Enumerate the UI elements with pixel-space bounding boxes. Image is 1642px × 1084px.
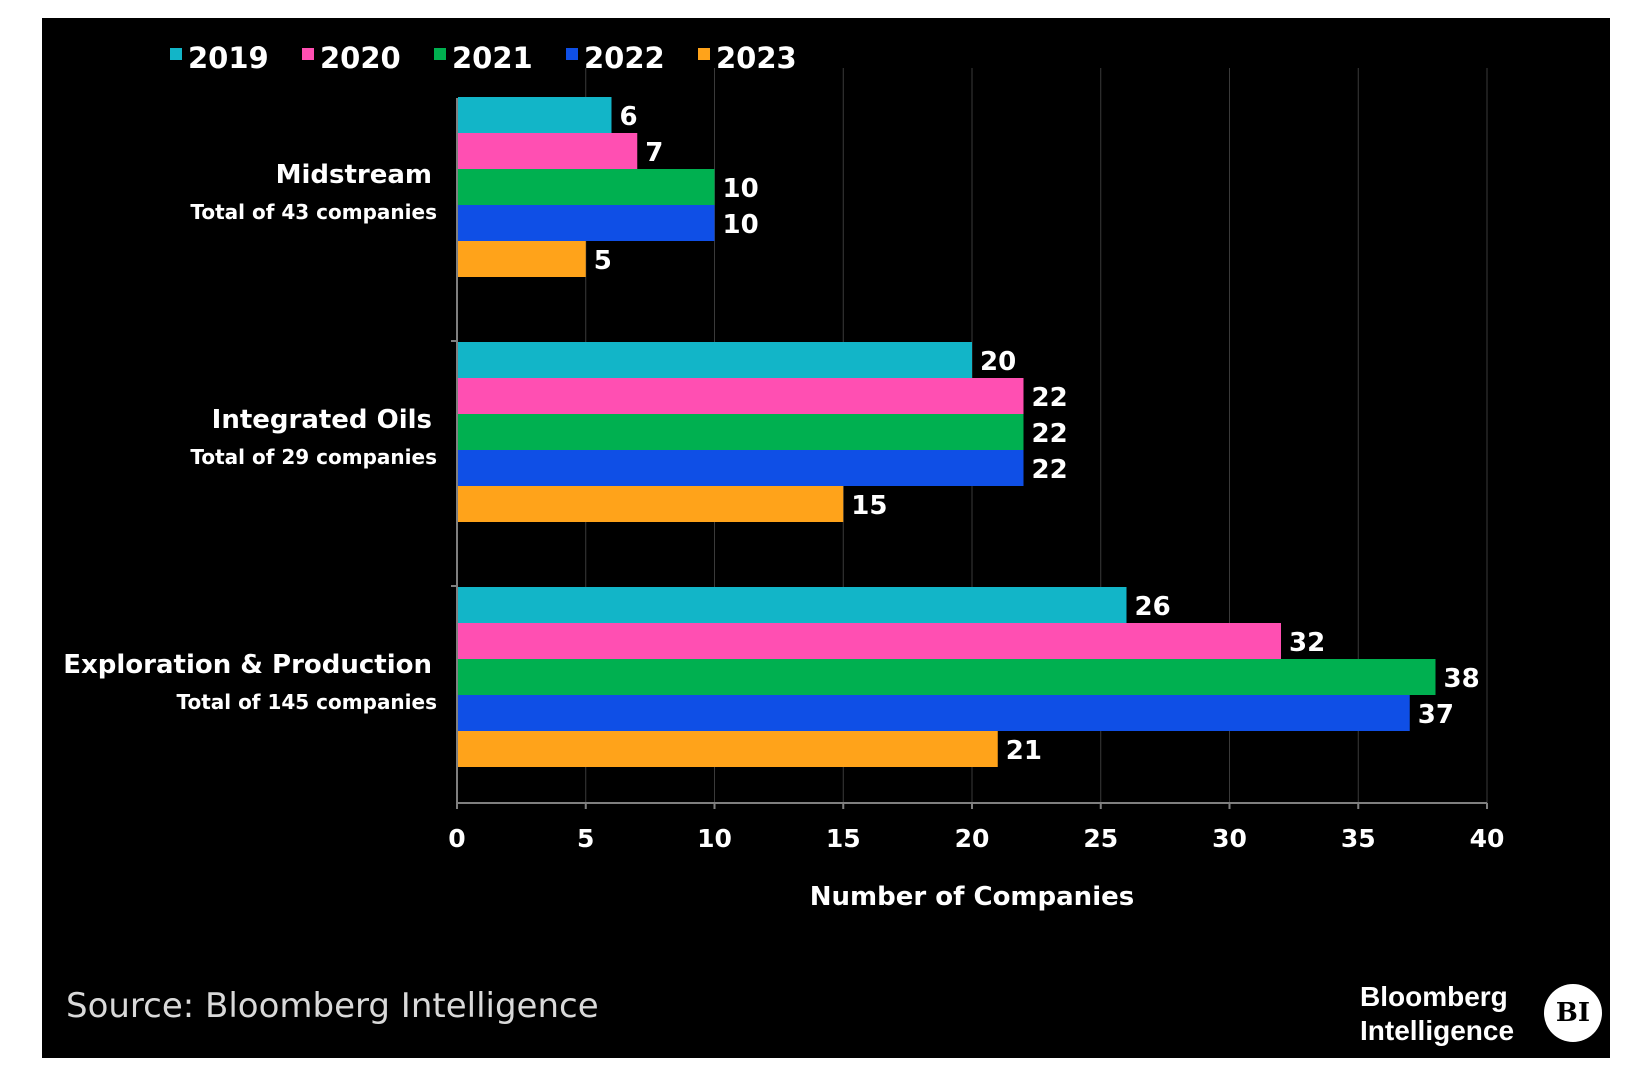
brand-name: Bloomberg Intelligence — [1360, 981, 1515, 1046]
x-tick-label: 20 — [955, 824, 990, 853]
bar — [458, 205, 715, 241]
brand-logo-icon: BI — [1544, 984, 1602, 1042]
brand-block: Bloomberg Intelligence BI — [1360, 980, 1605, 1050]
x-tick-label: 15 — [826, 824, 861, 853]
legend-swatch — [302, 48, 314, 60]
legend-swatch — [170, 48, 182, 60]
legend-swatch — [566, 48, 578, 60]
legend-label: 2019 — [188, 41, 269, 75]
bar — [458, 587, 1127, 623]
bar — [458, 378, 1024, 414]
data-label: 21 — [1006, 736, 1042, 766]
bar — [458, 659, 1436, 695]
data-label: 22 — [1032, 419, 1068, 449]
bar — [458, 97, 612, 133]
legend-label: 2023 — [716, 41, 797, 75]
bar — [458, 623, 1281, 659]
category-subtitle: Total of 43 companies — [190, 200, 437, 224]
data-label: 22 — [1032, 455, 1068, 485]
data-label: 5 — [594, 246, 612, 276]
legend-label: 2022 — [584, 41, 665, 75]
bar — [458, 133, 638, 169]
bar — [458, 342, 972, 378]
x-axis-title: Number of Companies — [810, 882, 1134, 912]
x-tick-label: 0 — [448, 824, 465, 853]
data-label: 10 — [723, 210, 759, 240]
bar — [458, 169, 715, 205]
bar — [458, 695, 1410, 731]
x-tick-label: 5 — [577, 824, 594, 853]
data-label: 7 — [645, 138, 663, 168]
data-label: 38 — [1444, 664, 1480, 694]
category-label: Midstream — [276, 160, 432, 190]
data-label: 26 — [1135, 592, 1171, 622]
legend-label: 2020 — [320, 41, 401, 75]
legend-swatch — [434, 48, 446, 60]
legend-label: 2021 — [452, 41, 533, 75]
bar — [458, 450, 1024, 486]
data-label: 15 — [851, 491, 887, 521]
chart-panel: 0 5 10 15 20 25 30 35 40 Number of Companies 6 7 10 1… — [42, 18, 1610, 1058]
x-tick-label: 35 — [1341, 824, 1376, 853]
category-subtitle: Total of 29 companies — [190, 445, 437, 469]
category-label: Exploration & Production — [63, 650, 432, 680]
bar — [458, 414, 1024, 450]
data-label: 6 — [620, 102, 638, 132]
x-tick-label: 40 — [1470, 824, 1505, 853]
data-label: 20 — [980, 347, 1016, 377]
x-tick-label: 10 — [697, 824, 732, 853]
category-subtitle: Total of 145 companies — [176, 690, 437, 714]
data-label: 32 — [1289, 628, 1325, 658]
bar — [458, 241, 586, 277]
bar — [458, 486, 844, 522]
bar — [458, 731, 998, 767]
category-label: Integrated Oils — [212, 405, 432, 435]
data-label: 22 — [1032, 383, 1068, 413]
data-label: 10 — [723, 174, 759, 204]
data-label: 37 — [1418, 700, 1454, 730]
bar-chart: 0 5 10 15 20 25 30 35 40 Number of Companies 67 10 1… — [63, 41, 1505, 912]
x-tick-label: 25 — [1083, 824, 1118, 853]
source-note: Source: Bloomberg Intelligence — [66, 986, 599, 1026]
x-tick-label: 30 — [1212, 824, 1247, 853]
legend-swatch — [698, 48, 710, 60]
